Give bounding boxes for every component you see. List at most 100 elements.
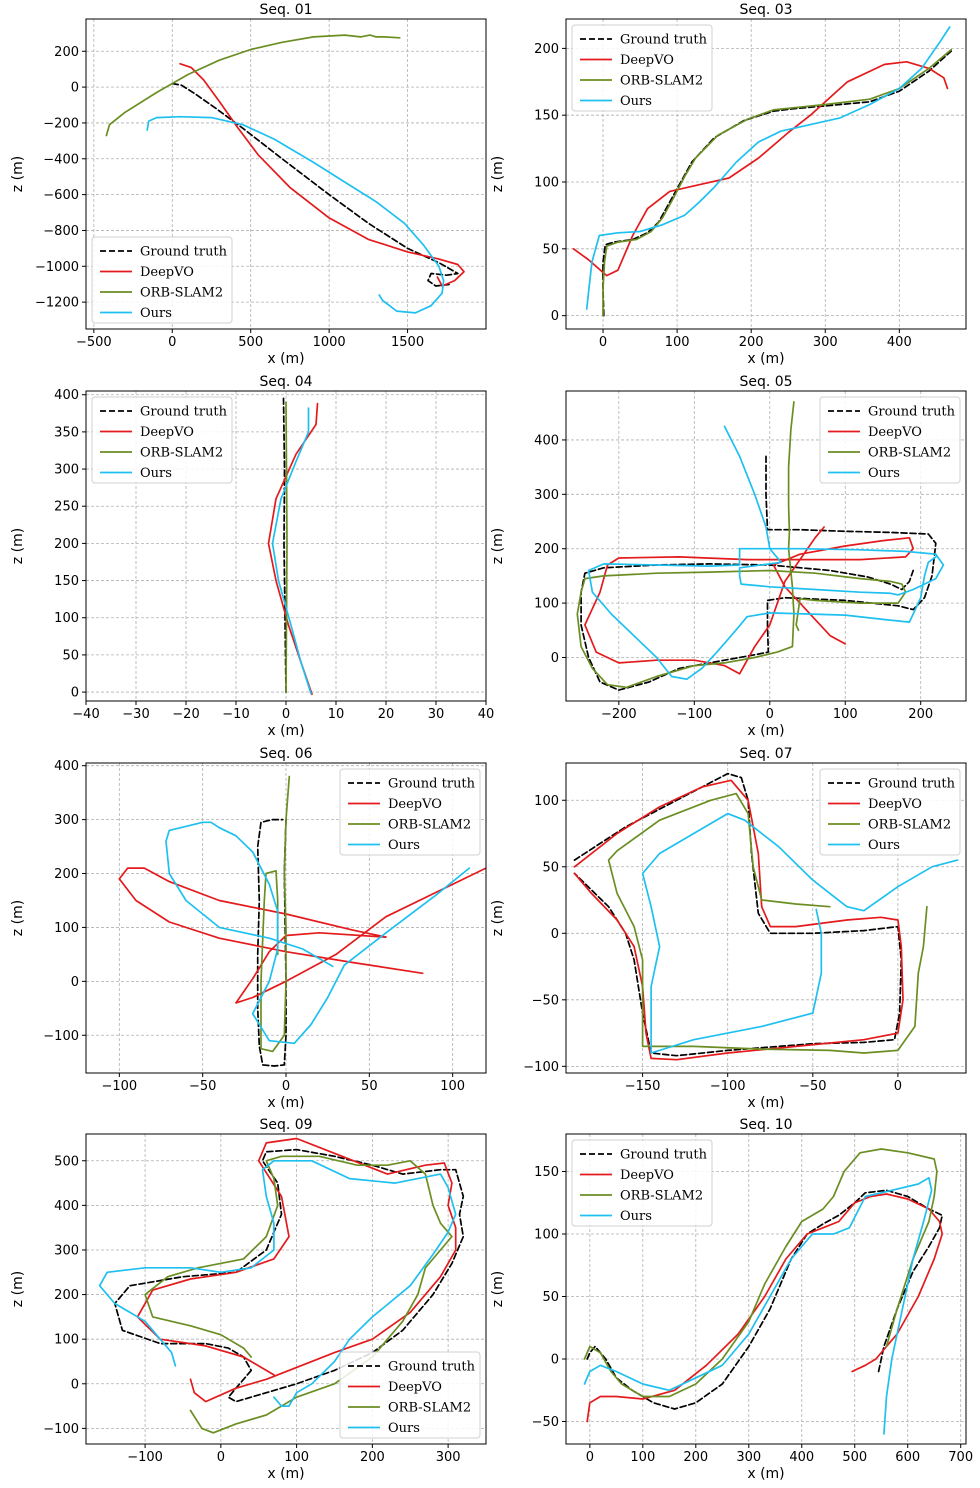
legend-label: Ground truth [868,405,956,420]
y-tick-label: 50 [542,860,559,875]
y-axis-label: z (m) [10,528,26,564]
y-tick-label: 0 [551,1353,559,1368]
y-tick-label: 300 [54,463,79,478]
panel-7: −100 0 100 200 300 500 400 300 200 100 0 −100 Seq. 0… [10,1117,487,1482]
y-tick-label: 100 [54,921,79,936]
y-tick-label: −100 [523,1060,559,1075]
y-tick-label: 0 [71,81,79,96]
y-tick-label: 350 [54,425,79,440]
legend-label: DeepVO [140,425,194,440]
legend-label: Ours [868,466,900,481]
x-tick-label: 1500 [391,335,424,350]
axes-frame [85,18,487,330]
y-tick-label: 50 [542,242,559,257]
series-line-ours [146,115,445,314]
series-line-orb-slam2 [602,48,953,317]
legend-label: DeepVO [620,1168,674,1183]
series-line-ground-truth [580,455,937,691]
x-tick-label: −50 [189,1079,216,1094]
chart-title: Seq. 03 [739,2,792,18]
axes-frame [565,390,967,702]
legend-label: Ground truth [868,777,956,792]
legend-label: ORB-SLAM2 [388,1401,471,1416]
legend: Ground truth DeepVO ORB-SLAM2 Ours [571,1139,713,1227]
legend-label: Ground truth [140,405,228,420]
chart-title: Seq. 06 [259,746,312,762]
x-tick-label: 0 [894,1079,902,1094]
x-axis-label: x (m) [747,1095,784,1111]
y-tick-label: −400 [43,152,79,167]
axes-frame [85,1133,487,1445]
ticks: −40 −30 −20 −10 0 10 20 30 40 400 350 300 250 200 150 1… [54,388,494,722]
y-tick-label: 300 [534,488,559,503]
panel-2: 0 100 200 300 400 200 150 100 50 0 Seq. 03 x (m) z (… [490,2,967,367]
x-tick-label: −50 [799,1079,826,1094]
x-tick-label: 100 [665,335,690,350]
x-axis-label: x (m) [747,351,784,367]
axes-frame [565,762,967,1074]
chart-title: Seq. 05 [739,374,792,390]
legend-label: DeepVO [388,1380,442,1395]
legend-label: ORB-SLAM2 [140,446,223,461]
y-axis-label: z (m) [490,900,506,936]
series-line-ours [585,26,951,310]
y-tick-label: 400 [54,1199,79,1214]
x-tick-label: 300 [436,1450,461,1465]
x-tick-label: 200 [908,707,933,722]
x-tick-label: 100 [284,1450,309,1465]
series-line-deepvo [136,1137,457,1403]
series-line-deepvo [573,779,904,1061]
series-line-deepvo [267,402,319,696]
y-tick-label: 100 [54,611,79,626]
x-tick-label: 0 [282,707,290,722]
y-tick-label: 400 [534,433,559,448]
x-axis-label: x (m) [267,1095,304,1111]
x-tick-label: −100 [127,1450,163,1465]
x-tick-label: 500 [842,1450,867,1465]
x-axis-label: x (m) [747,723,784,739]
series-line-orb-slam2 [260,775,291,1053]
series-group [572,26,953,317]
ticks: −100 −50 0 50 100 400 300 200 100 0 −100 [43,759,465,1094]
series-line-ours [587,425,945,681]
legend-label: ORB-SLAM2 [388,818,471,833]
y-axis-label: z (m) [490,528,506,564]
legend-label: ORB-SLAM2 [620,1189,703,1204]
legend-label: Ours [620,1209,652,1224]
series-group [583,1148,944,1435]
y-tick-label: 50 [542,1290,559,1305]
y-tick-label: −1000 [35,260,79,275]
y-tick-label: 200 [54,537,79,552]
y-tick-label: 150 [534,109,559,124]
x-tick-label: −10 [222,707,249,722]
legend-label: DeepVO [620,53,674,68]
y-tick-label: −200 [43,116,79,131]
x-tick-label: 1000 [313,335,346,350]
y-tick-label: 0 [551,309,559,324]
legend: Ground truth DeepVO ORB-SLAM2 Ours [339,768,481,856]
legend-box [91,236,233,324]
chart-title: Seq. 01 [259,2,312,18]
legend-label: Ours [620,94,652,109]
chart-title: Seq. 04 [259,374,312,390]
series-group [118,775,486,1067]
panel-3: −40 −30 −20 −10 0 10 20 30 40 400 350 300 250 200 150 1… [10,374,494,739]
y-tick-label: 300 [54,813,79,828]
y-tick-label: 250 [54,500,79,515]
series-group [576,401,945,691]
series-line-orb-slam2 [144,1155,453,1434]
legend: Ground truth DeepVO ORB-SLAM2 Ours [91,236,233,324]
series-line-ours [165,821,471,1045]
x-tick-label: 200 [360,1450,385,1465]
y-tick-label: 100 [534,1228,559,1243]
series-line-orb-slam2 [576,401,907,689]
series-group [573,772,959,1061]
x-tick-label: 100 [440,1079,465,1094]
y-tick-label: 500 [54,1154,79,1169]
x-axis-label: x (m) [747,1466,784,1482]
grid [566,19,966,329]
legend-box [819,396,961,484]
x-axis-label: x (m) [267,1466,304,1482]
